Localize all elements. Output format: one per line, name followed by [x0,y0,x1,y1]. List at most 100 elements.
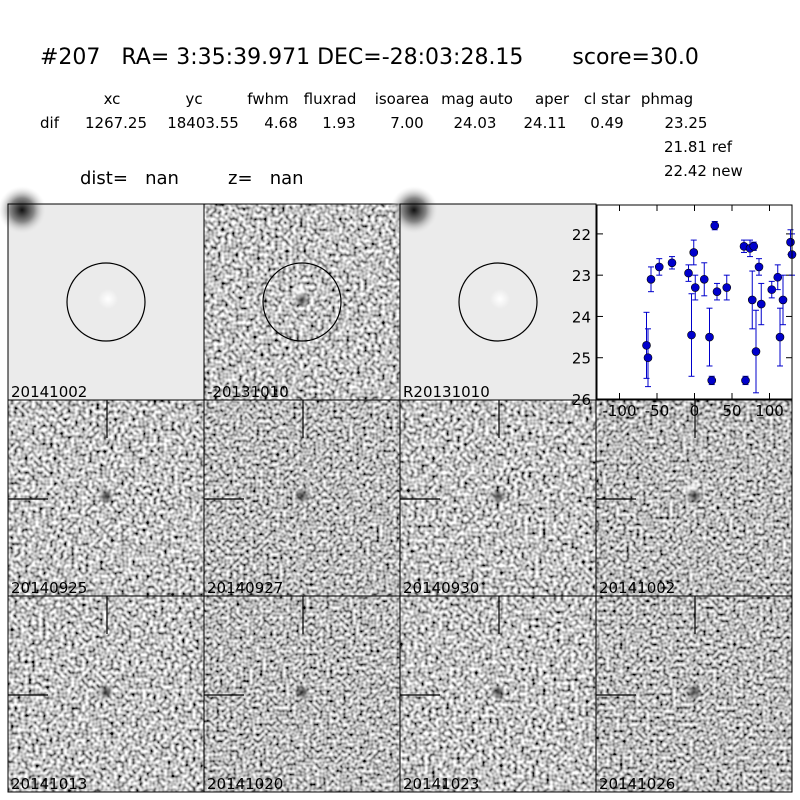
column-header: fwhm [247,90,288,108]
panel-label: 20141026 [599,775,675,793]
row-value: 0.49 [590,114,623,132]
panel-label: 20141023 [403,775,479,793]
image-panel: 20140930 [399,399,597,597]
target-spot [686,684,702,700]
target-spot [490,289,510,309]
row-value: 7.00 [390,114,423,132]
aperture-circle [262,262,342,342]
dist: dist= nan [80,168,179,189]
column-header: mag auto [441,90,513,108]
x-tick-label: 100 [755,402,784,420]
row-value: 23.25 [665,114,708,132]
data-point [667,258,677,268]
row-value: 4.68 [264,114,297,132]
data-point [712,287,722,296]
column-header: yc [185,90,202,108]
target-spot [98,488,114,504]
data-point [749,241,759,251]
data-point [699,274,709,284]
target-spot [490,684,506,700]
panel-label: 20140927 [207,579,283,597]
redshift: z= nan [228,168,304,189]
panel-label: -20131010 [207,383,289,401]
panel-label: R20131010 [403,383,490,401]
target-spot [294,684,310,700]
bright-source [0,186,46,234]
y-tick-label: 26 [572,391,591,409]
data-point [741,376,750,385]
panel-label: 20141020 [207,775,283,793]
aperture-circle [458,262,538,342]
data-point [687,330,696,340]
x-tick-label: 0 [690,402,700,420]
image-panel: 20141026 [595,595,793,793]
panel-label: 20140925 [11,579,87,597]
target-spot [490,488,506,504]
column-header: cl star [584,90,631,108]
data-point [684,268,693,278]
target-spot [294,292,310,308]
data-point [756,299,766,309]
row-value: 24.03 [454,114,497,132]
data-point [722,283,732,292]
row-label: dif [40,114,60,132]
data-point [767,285,777,294]
data-point [710,221,720,230]
target-spot [98,289,118,309]
column-header: xc [104,90,121,108]
data-point [646,274,656,284]
data-point [786,237,795,247]
y-tick-label: 25 [572,350,591,368]
target-spot [98,684,114,700]
image-panel: R20131010 [390,186,597,401]
image-panel: 20141023 [399,595,597,793]
data-point [705,332,714,342]
data-point [754,262,764,272]
panel-label: 20140930 [403,579,479,597]
data-point [654,262,664,272]
x-tick-label: -50 [645,402,670,420]
panel-label: 20141013 [11,775,87,793]
column-header: phmag [641,90,693,108]
new-mag: 22.42 new [664,162,743,180]
row-value: 18403.55 [167,114,239,132]
image-panel: 20141020 [203,595,401,793]
image-panel: -20131010 [203,203,401,401]
target-spot [686,488,702,504]
aperture-circle [66,262,146,342]
data-point [690,283,700,292]
panel-border [595,595,793,793]
image-panel: 20141013 [7,595,205,793]
image-panel: 20140927 [203,399,401,597]
data-point [707,376,717,385]
column-header: isoarea [375,90,430,108]
panel-label: 20141002 [11,383,87,401]
data-point [642,341,651,350]
data-point [778,295,788,305]
plot-border [596,204,793,400]
image-panel: 20140925 [7,399,205,597]
y-tick-label: 22 [572,226,591,244]
image-panel: 20141002 [595,399,793,597]
data-point [775,332,785,342]
data-point [747,295,757,305]
data-point [751,347,761,356]
image-panel: 20141002 [0,186,205,401]
y-tick-label: 23 [572,267,591,285]
x-tick-label: -100 [602,402,636,420]
ref-mag: 21.81 ref [664,138,733,156]
row-value: 1.93 [322,114,355,132]
y-tick-label: 24 [572,308,591,326]
row-value: 1267.25 [85,114,147,132]
column-header: fluxrad [304,90,357,108]
x-tick-label: 50 [722,402,741,420]
target-spot [294,488,310,504]
data-point [773,272,783,282]
panel-label: 20141002 [599,579,675,597]
bright-source [390,186,438,234]
column-header: aper [535,90,570,108]
title: #207 RA= 3:35:39.971 DEC=-28:03:28.15 sc… [40,45,699,70]
data-point [689,248,699,257]
row-value: 24.11 [524,114,567,132]
